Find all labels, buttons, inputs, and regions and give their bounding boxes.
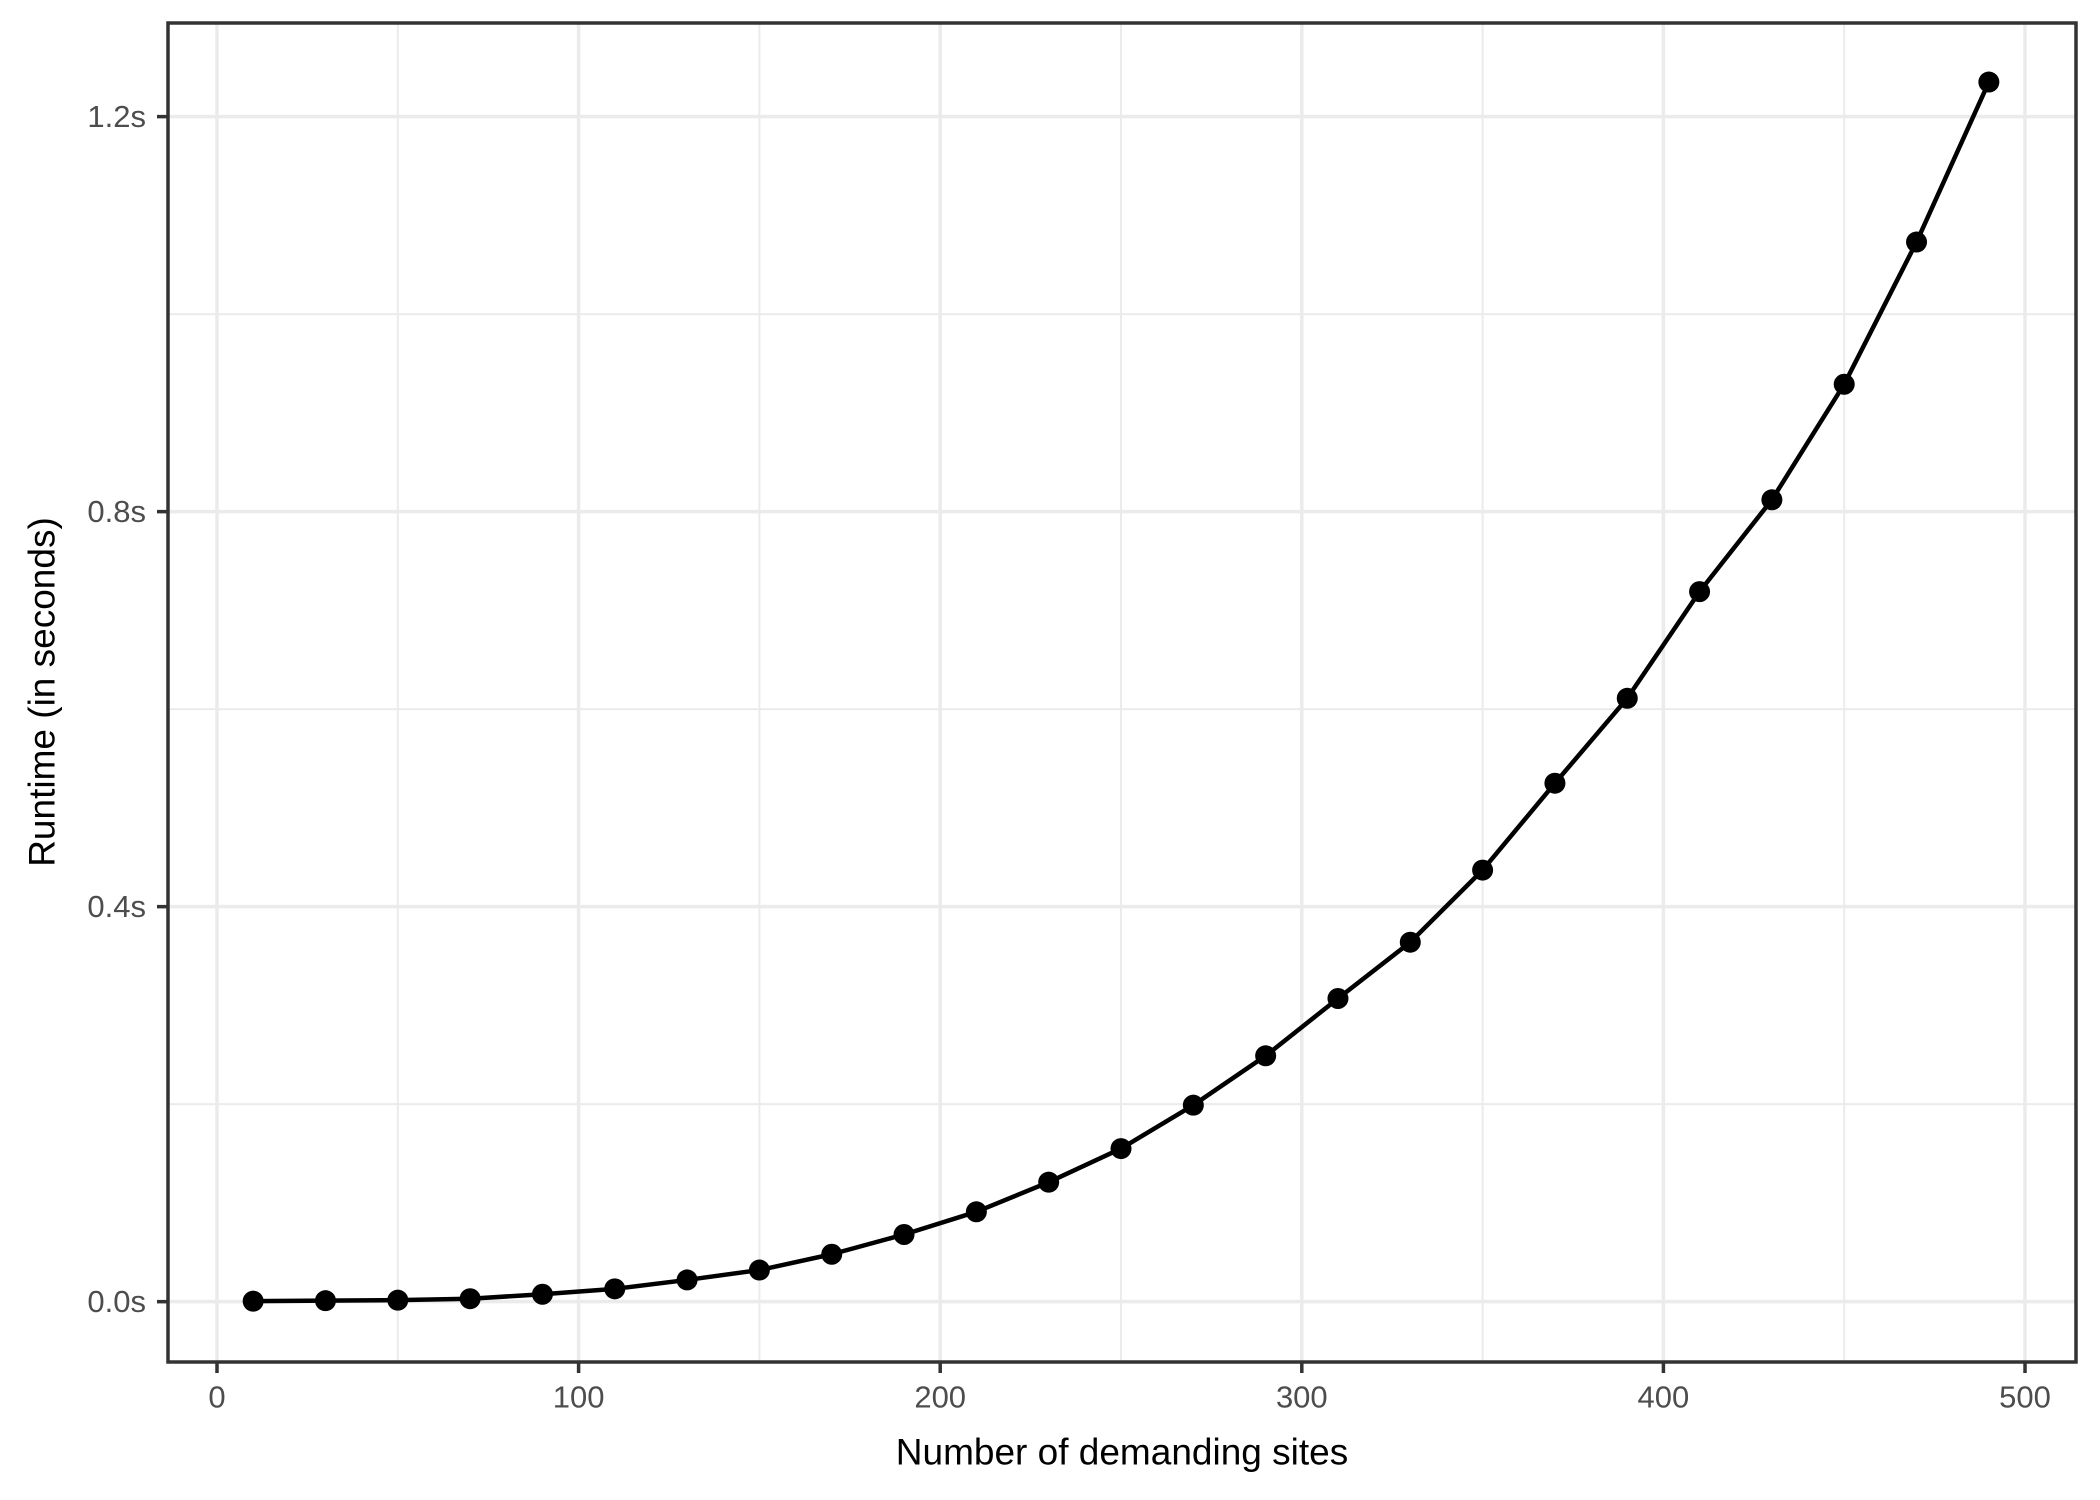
data-point [1833, 373, 1855, 395]
data-point [893, 1224, 915, 1246]
data-point [1399, 931, 1421, 953]
data-point [1327, 987, 1349, 1009]
data-point [314, 1290, 336, 1312]
y-axis-tick-labels: 0.0s 0.4s 0.8s 1.2s [87, 99, 146, 1319]
gridlines-major [168, 23, 2076, 1362]
data-point [1616, 687, 1638, 709]
y-tick-label: 0.8s [87, 494, 146, 529]
x-axis-title: Number of demanding sites [896, 1432, 1348, 1473]
data-point [1255, 1045, 1277, 1067]
data-point [387, 1289, 409, 1311]
x-axis-tick-labels: 0 100 200 300 400 500 [208, 1380, 2051, 1415]
data-point [1472, 859, 1494, 881]
data-point [604, 1278, 626, 1300]
y-tick-label: 1.2s [87, 99, 146, 134]
data-point [1761, 489, 1783, 511]
data-point [1110, 1138, 1132, 1160]
x-tick-label: 200 [914, 1380, 966, 1415]
data-point [965, 1201, 987, 1223]
data-point [459, 1288, 481, 1310]
data-point [821, 1243, 843, 1265]
y-axis-title: Runtime (in seconds) [22, 517, 63, 867]
data-point [1544, 772, 1566, 794]
y-tick-label: 0.4s [87, 889, 146, 924]
x-tick-label: 100 [553, 1380, 605, 1415]
y-axis-tick-marks [157, 114, 168, 1304]
runtime-series [242, 71, 2000, 1312]
panel-border [166, 21, 2078, 1364]
data-point [1038, 1171, 1060, 1193]
data-point [676, 1269, 698, 1291]
x-tick-label: 500 [1999, 1380, 2051, 1415]
data-point [531, 1283, 553, 1305]
data-point [1906, 231, 1928, 253]
data-point [748, 1259, 770, 1281]
data-point [1978, 71, 2000, 93]
x-axis-tick-marks [215, 1362, 2027, 1373]
x-tick-label: 300 [1276, 1380, 1328, 1415]
gridlines-minor [168, 23, 2076, 1362]
x-tick-label: 0 [208, 1380, 225, 1415]
data-point [242, 1290, 264, 1312]
data-point [1182, 1094, 1204, 1116]
data-point [1689, 581, 1711, 603]
x-tick-label: 400 [1638, 1380, 1690, 1415]
y-tick-label: 0.0s [87, 1284, 146, 1319]
